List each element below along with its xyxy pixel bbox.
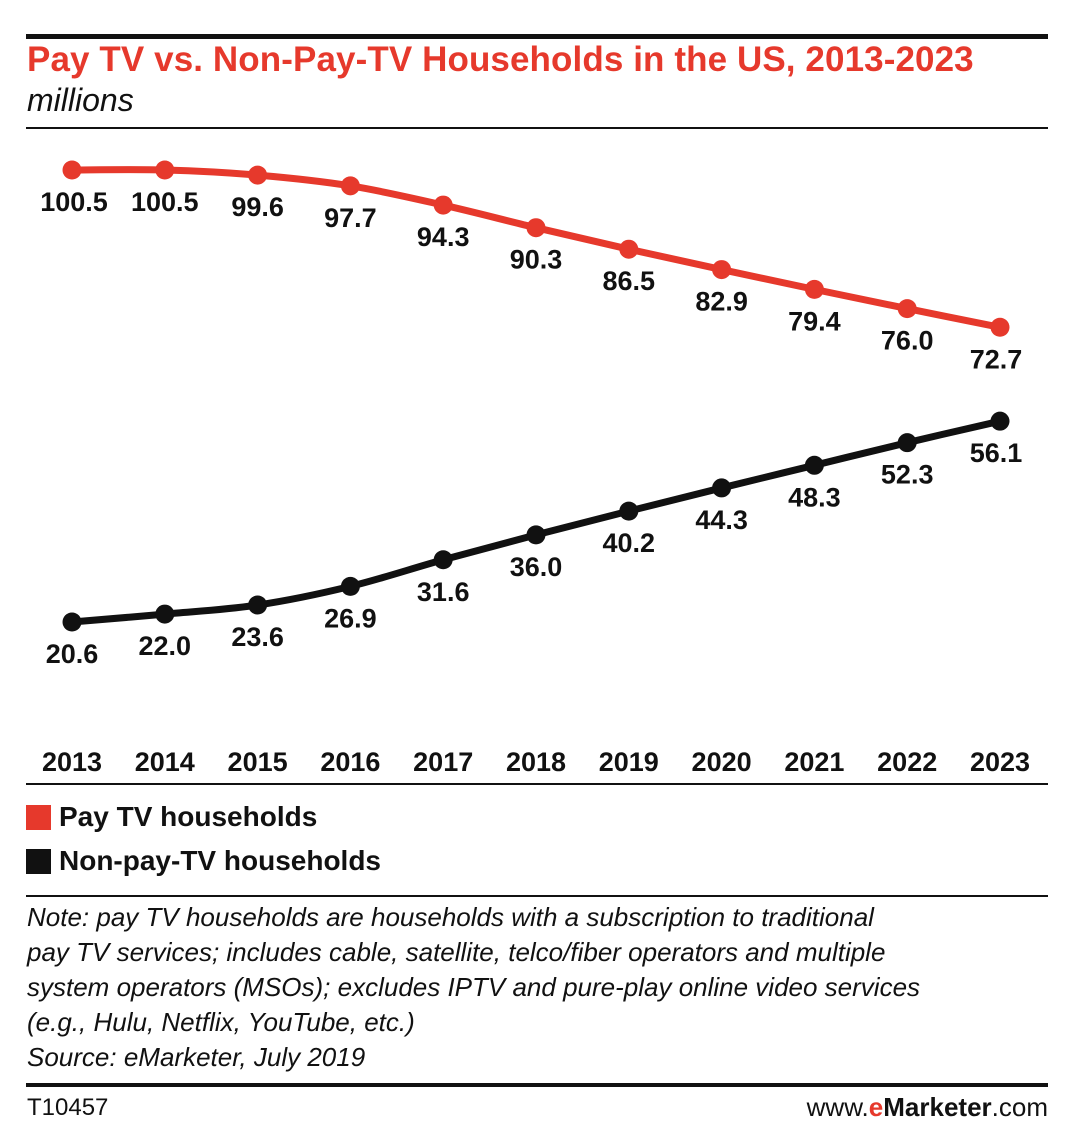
- non-pay-tv-data-point: [62, 612, 82, 632]
- axis-rule: [26, 783, 1048, 785]
- non-pay-tv-data-label: 36.0: [510, 552, 563, 582]
- non-pay-tv-data-label: 22.0: [139, 631, 192, 661]
- pay-tv-data-point: [804, 279, 824, 299]
- chart-id: T10457: [27, 1094, 109, 1121]
- pay-tv-data-point: [619, 239, 639, 259]
- legend-rule: [26, 895, 1048, 897]
- pay-tv-data-point: [897, 299, 917, 319]
- pay-tv-data-point: [712, 260, 732, 280]
- pay-tv-data-point: [155, 160, 175, 180]
- non-pay-tv-series-line: [68, 417, 1004, 626]
- legend-label-pay-tv: Pay TV households: [59, 801, 318, 832]
- non-pay-tv-swatch: [26, 848, 51, 874]
- x-tick-label: 2023: [970, 747, 1030, 777]
- non-pay-tv-data-label: 23.6: [231, 622, 284, 652]
- chart-note: Note: pay TV households are households w…: [27, 900, 1047, 1075]
- pay-tv-data-point: [526, 218, 546, 238]
- pay-tv-data-point: [62, 160, 82, 180]
- non-pay-tv-data-point: [712, 478, 732, 498]
- x-tick-label: 2014: [135, 747, 195, 777]
- chart-title: Pay TV vs. Non-Pay-TV Households in the …: [27, 40, 974, 79]
- x-tick-label: 2022: [877, 747, 937, 777]
- x-tick-label: 2017: [413, 747, 473, 777]
- brand-logo[interactable]: www.eMarketer.com: [807, 1092, 1048, 1123]
- pay-tv-data-label: 76.0: [881, 326, 934, 356]
- non-pay-tv-data-label: 40.2: [603, 528, 656, 558]
- brand-e: e: [868, 1092, 884, 1122]
- non-pay-tv-data-label: 31.6: [417, 577, 470, 607]
- pay-tv-data-point: [990, 317, 1010, 337]
- x-tick-label: 2019: [599, 747, 659, 777]
- non-pay-tv-data-label: 26.9: [324, 603, 377, 633]
- x-tick-label: 2020: [692, 747, 752, 777]
- chart-subtitle: millions: [27, 82, 134, 118]
- non-pay-tv-data-point: [990, 411, 1010, 431]
- note-line: pay TV services; includes cable, satelli…: [27, 937, 886, 967]
- x-tick-label: 2018: [506, 747, 566, 777]
- non-pay-tv-data-label: 56.1: [970, 438, 1023, 468]
- pay-tv-data-point: [433, 195, 453, 215]
- brand-name: Marketer: [883, 1092, 992, 1122]
- legend-label-non-pay-tv: Non-pay-TV households: [59, 845, 381, 876]
- non-pay-tv-data-point: [340, 576, 360, 596]
- brand-suffix: .com: [991, 1092, 1048, 1122]
- non-pay-tv-data-label: 52.3: [881, 460, 934, 490]
- pay-tv-data-label: 72.7: [970, 344, 1023, 374]
- pay-tv-data-point: [340, 176, 360, 196]
- x-tick-label: 2016: [320, 747, 380, 777]
- note-line: (e.g., Hulu, Netflix, YouTube, etc.): [27, 1007, 415, 1037]
- legend-item-non-pay-tv: Non-pay-TV households: [26, 845, 381, 877]
- pay-tv-data-label: 86.5: [603, 266, 656, 296]
- non-pay-tv-data-point: [897, 433, 917, 453]
- non-pay-tv-data-label: 48.3: [788, 482, 841, 512]
- header-rule: [26, 127, 1048, 129]
- non-pay-tv-data-point: [433, 550, 453, 570]
- non-pay-tv-data-point: [804, 455, 824, 475]
- non-pay-tv-data-point: [248, 595, 268, 615]
- pay-tv-data-label: 79.4: [788, 306, 841, 336]
- pay-tv-swatch: [26, 804, 51, 830]
- pay-tv-data-point: [248, 165, 268, 185]
- pay-tv-data-label: 90.3: [510, 245, 563, 275]
- pay-tv-data-label: 99.6: [231, 192, 284, 222]
- source-line: Source: eMarketer, July 2019: [27, 1042, 366, 1072]
- non-pay-tv-data-label: 44.3: [695, 505, 748, 535]
- line-chart: 100.5 100.5 99.6 97.7 94.3 90.3 86.5 82.9 79.4 76…: [40, 160, 1030, 777]
- x-tick-label: 2015: [228, 747, 288, 777]
- pay-tv-data-label: 100.5: [131, 187, 199, 217]
- pay-tv-data-label: 100.5: [40, 187, 108, 217]
- pay-tv-data-label: 82.9: [695, 287, 748, 317]
- top-rule: [26, 34, 1048, 39]
- brand-prefix: www.: [806, 1092, 869, 1122]
- note-line: Note: pay TV households are households w…: [27, 902, 874, 932]
- pay-tv-data-label: 94.3: [417, 222, 470, 252]
- footer-rule: [26, 1083, 1048, 1087]
- non-pay-tv-data-point: [526, 525, 546, 545]
- legend-item-pay-tv: Pay TV households: [26, 801, 317, 833]
- pay-tv-data-label: 97.7: [324, 203, 377, 233]
- note-line: system operators (MSOs); excludes IPTV a…: [27, 972, 921, 1002]
- non-pay-tv-data-label: 20.6: [46, 639, 99, 669]
- x-tick-label: 2013: [42, 747, 102, 777]
- non-pay-tv-data-point: [619, 501, 639, 521]
- non-pay-tv-data-point: [155, 604, 175, 624]
- x-tick-label: 2021: [784, 747, 844, 777]
